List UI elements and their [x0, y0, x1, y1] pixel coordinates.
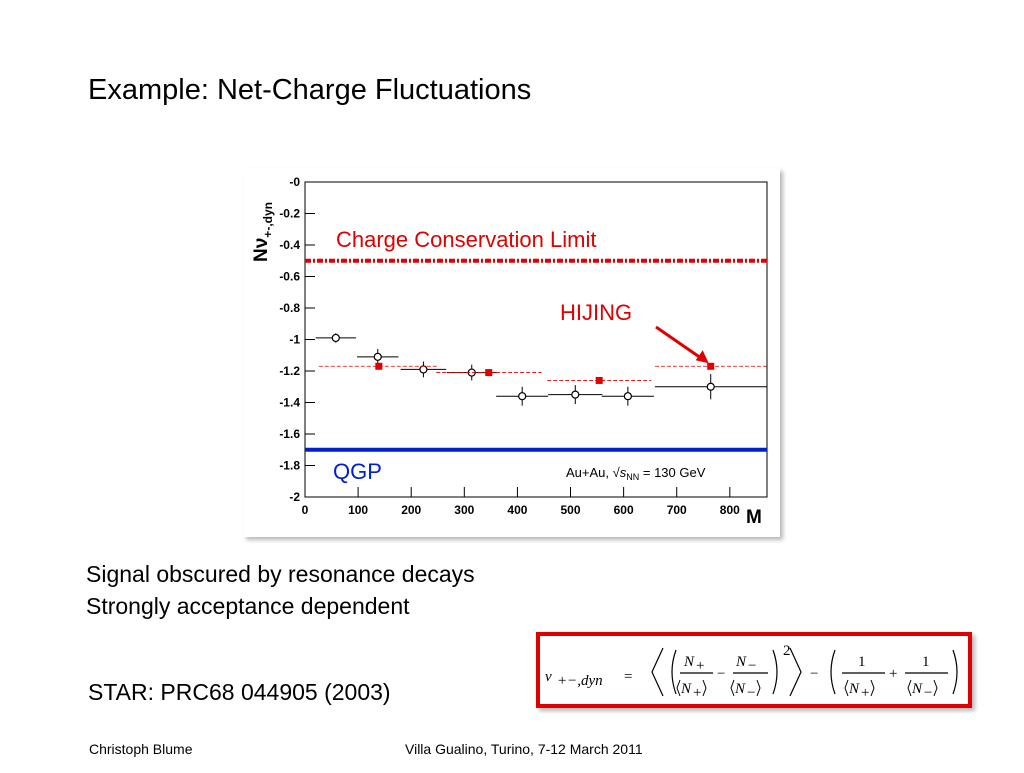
formula-symbol: ν — [545, 669, 552, 685]
y-tick-label: -1.2 — [279, 364, 300, 378]
footer-center: Villa Gualino, Turino, 7-12 March 2011 — [405, 741, 643, 757]
x-axis-label: M — [746, 507, 762, 528]
data-point — [375, 362, 383, 370]
data-point — [571, 390, 580, 399]
formula-symbol: 2 — [783, 643, 791, 659]
annotation: Au+Au, √sNN = 130 GeV — [566, 465, 706, 482]
arrow — [655, 325, 704, 361]
reference-label: Charge Conservation Limit — [336, 227, 596, 252]
formula: ν +−,dyn =N +N +−N −N −2−1N ++1N − — [545, 643, 958, 701]
chart-panel — [243, 168, 780, 537]
bracket — [789, 647, 802, 697]
formula-symbol: = — [624, 669, 632, 685]
y-tick-label: -1.6 — [279, 427, 300, 441]
bullet: Signal obscured by resonance decays — [86, 561, 475, 587]
data-point — [623, 392, 632, 401]
angle-bracket — [907, 679, 938, 697]
angle-bracket — [676, 679, 707, 697]
y-tick-label: -1 — [289, 333, 300, 347]
x-tick-label: 500 — [561, 503, 581, 517]
paren — [952, 649, 958, 695]
y-tick-label: -0.6 — [279, 270, 300, 284]
formula-symbol: − — [748, 658, 756, 674]
annotation-part: s — [620, 465, 627, 480]
y-tick-label: -0.8 — [279, 301, 300, 315]
data-point — [373, 352, 382, 361]
formula-symbol: − — [747, 685, 755, 701]
formula-box — [536, 632, 972, 708]
data-point — [419, 365, 428, 374]
formula-symbol: N — [680, 681, 692, 697]
formula-symbol: 1 — [922, 654, 930, 670]
paren — [671, 649, 677, 695]
reference-label: QGP — [333, 459, 382, 484]
bullet: Strongly acceptance dependent — [86, 593, 410, 619]
x-tick-label: 700 — [667, 503, 687, 517]
footer-left: Christoph Blume — [89, 741, 193, 757]
formula-symbol: 1 — [858, 654, 866, 670]
formula-symbol: N — [734, 681, 746, 697]
y-tick-label: -0.4 — [279, 238, 300, 252]
annotation-part: Au+Au, √ — [566, 465, 621, 480]
data-point — [707, 362, 715, 370]
arrow-head — [695, 350, 709, 364]
x-tick-label: 800 — [720, 503, 740, 517]
formula-symbol: +−,dyn — [557, 673, 603, 689]
formula-symbol: + — [693, 685, 701, 701]
data-point — [485, 369, 493, 377]
y-axis-label-part: +-,dyn — [261, 202, 275, 238]
annotation-part: = 130 GeV — [639, 465, 705, 480]
formula-symbol: − — [924, 685, 932, 701]
annotation-part: NN — [626, 472, 639, 482]
formula-symbol: N — [735, 654, 747, 670]
formula-symbol: + — [861, 685, 869, 701]
reference: STAR: PRC68 044905 (2003) — [88, 679, 391, 705]
formula-symbol: N — [683, 654, 695, 670]
x-tick-label: 400 — [507, 503, 527, 517]
formula-symbol: − — [717, 666, 725, 682]
bracket — [651, 647, 664, 697]
data-point — [331, 333, 340, 343]
x-tick-label: 300 — [454, 503, 474, 517]
y-tick-label: -2 — [289, 490, 300, 504]
paren — [772, 649, 778, 695]
series-label: HIJING — [560, 300, 632, 325]
data-point — [706, 382, 715, 391]
formula-symbol: N — [848, 681, 860, 697]
y-tick-label: -1.4 — [279, 396, 300, 410]
x-tick-label: 100 — [348, 503, 368, 517]
y-axis-label-part: ν — [251, 238, 272, 249]
formula-symbol: N — [911, 681, 923, 697]
data-point — [595, 376, 603, 384]
y-tick-label: -0.2 — [279, 207, 300, 221]
formula-symbol: + — [696, 658, 704, 674]
formula-symbol: + — [889, 666, 897, 682]
x-tick-label: 600 — [614, 503, 634, 517]
y-axis-label-part: N — [251, 248, 272, 262]
slide-title: Example: Net-Charge Fluctuations — [88, 74, 531, 106]
paren — [830, 649, 836, 695]
y-axis-label: Nν+-,dyn — [251, 202, 275, 262]
x-tick-label: 0 — [302, 503, 309, 517]
angle-bracket — [844, 679, 875, 697]
y-tick-label: -1.8 — [279, 459, 300, 473]
data-point — [518, 392, 527, 401]
x-tick-label: 200 — [401, 503, 421, 517]
angle-bracket — [730, 679, 761, 697]
y-tick-label: -0 — [289, 175, 300, 189]
formula-symbol: − — [810, 666, 818, 682]
